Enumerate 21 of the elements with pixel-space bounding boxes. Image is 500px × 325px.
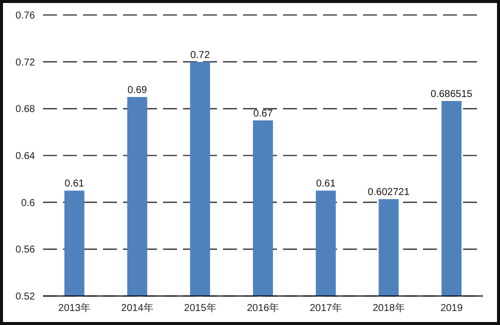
x-tick-label: 2016年 (246, 302, 280, 314)
y-tick-label: 0.52 (16, 292, 36, 303)
y-tick-label: 0.68 (16, 104, 36, 116)
y-tick-label: 0.72 (16, 57, 36, 68)
data-label: 0.61 (316, 178, 336, 190)
y-tick-label: 0.56 (16, 244, 36, 256)
x-tick-label: 2018年 (372, 302, 405, 314)
x-tick-label: 2015年 (184, 302, 216, 314)
data-label: 0.61 (64, 178, 85, 190)
x-tick-label: 2013年 (58, 302, 91, 314)
x-tick-label: 2019 (440, 303, 464, 314)
data-label: 0.69 (127, 84, 148, 96)
y-tick-label: 0.6 (21, 198, 36, 209)
y-tick-label: 0.64 (16, 151, 36, 162)
data-label: 0.686515 (430, 89, 473, 100)
data-label: 0.602721 (368, 187, 410, 198)
x-tick-label: 2017年 (310, 302, 342, 314)
x-tick-label: 2014年 (121, 302, 154, 314)
data-label: 0.72 (190, 50, 210, 61)
y-tick-label: 0.76 (16, 10, 36, 22)
data-label: 0.67 (253, 108, 274, 120)
